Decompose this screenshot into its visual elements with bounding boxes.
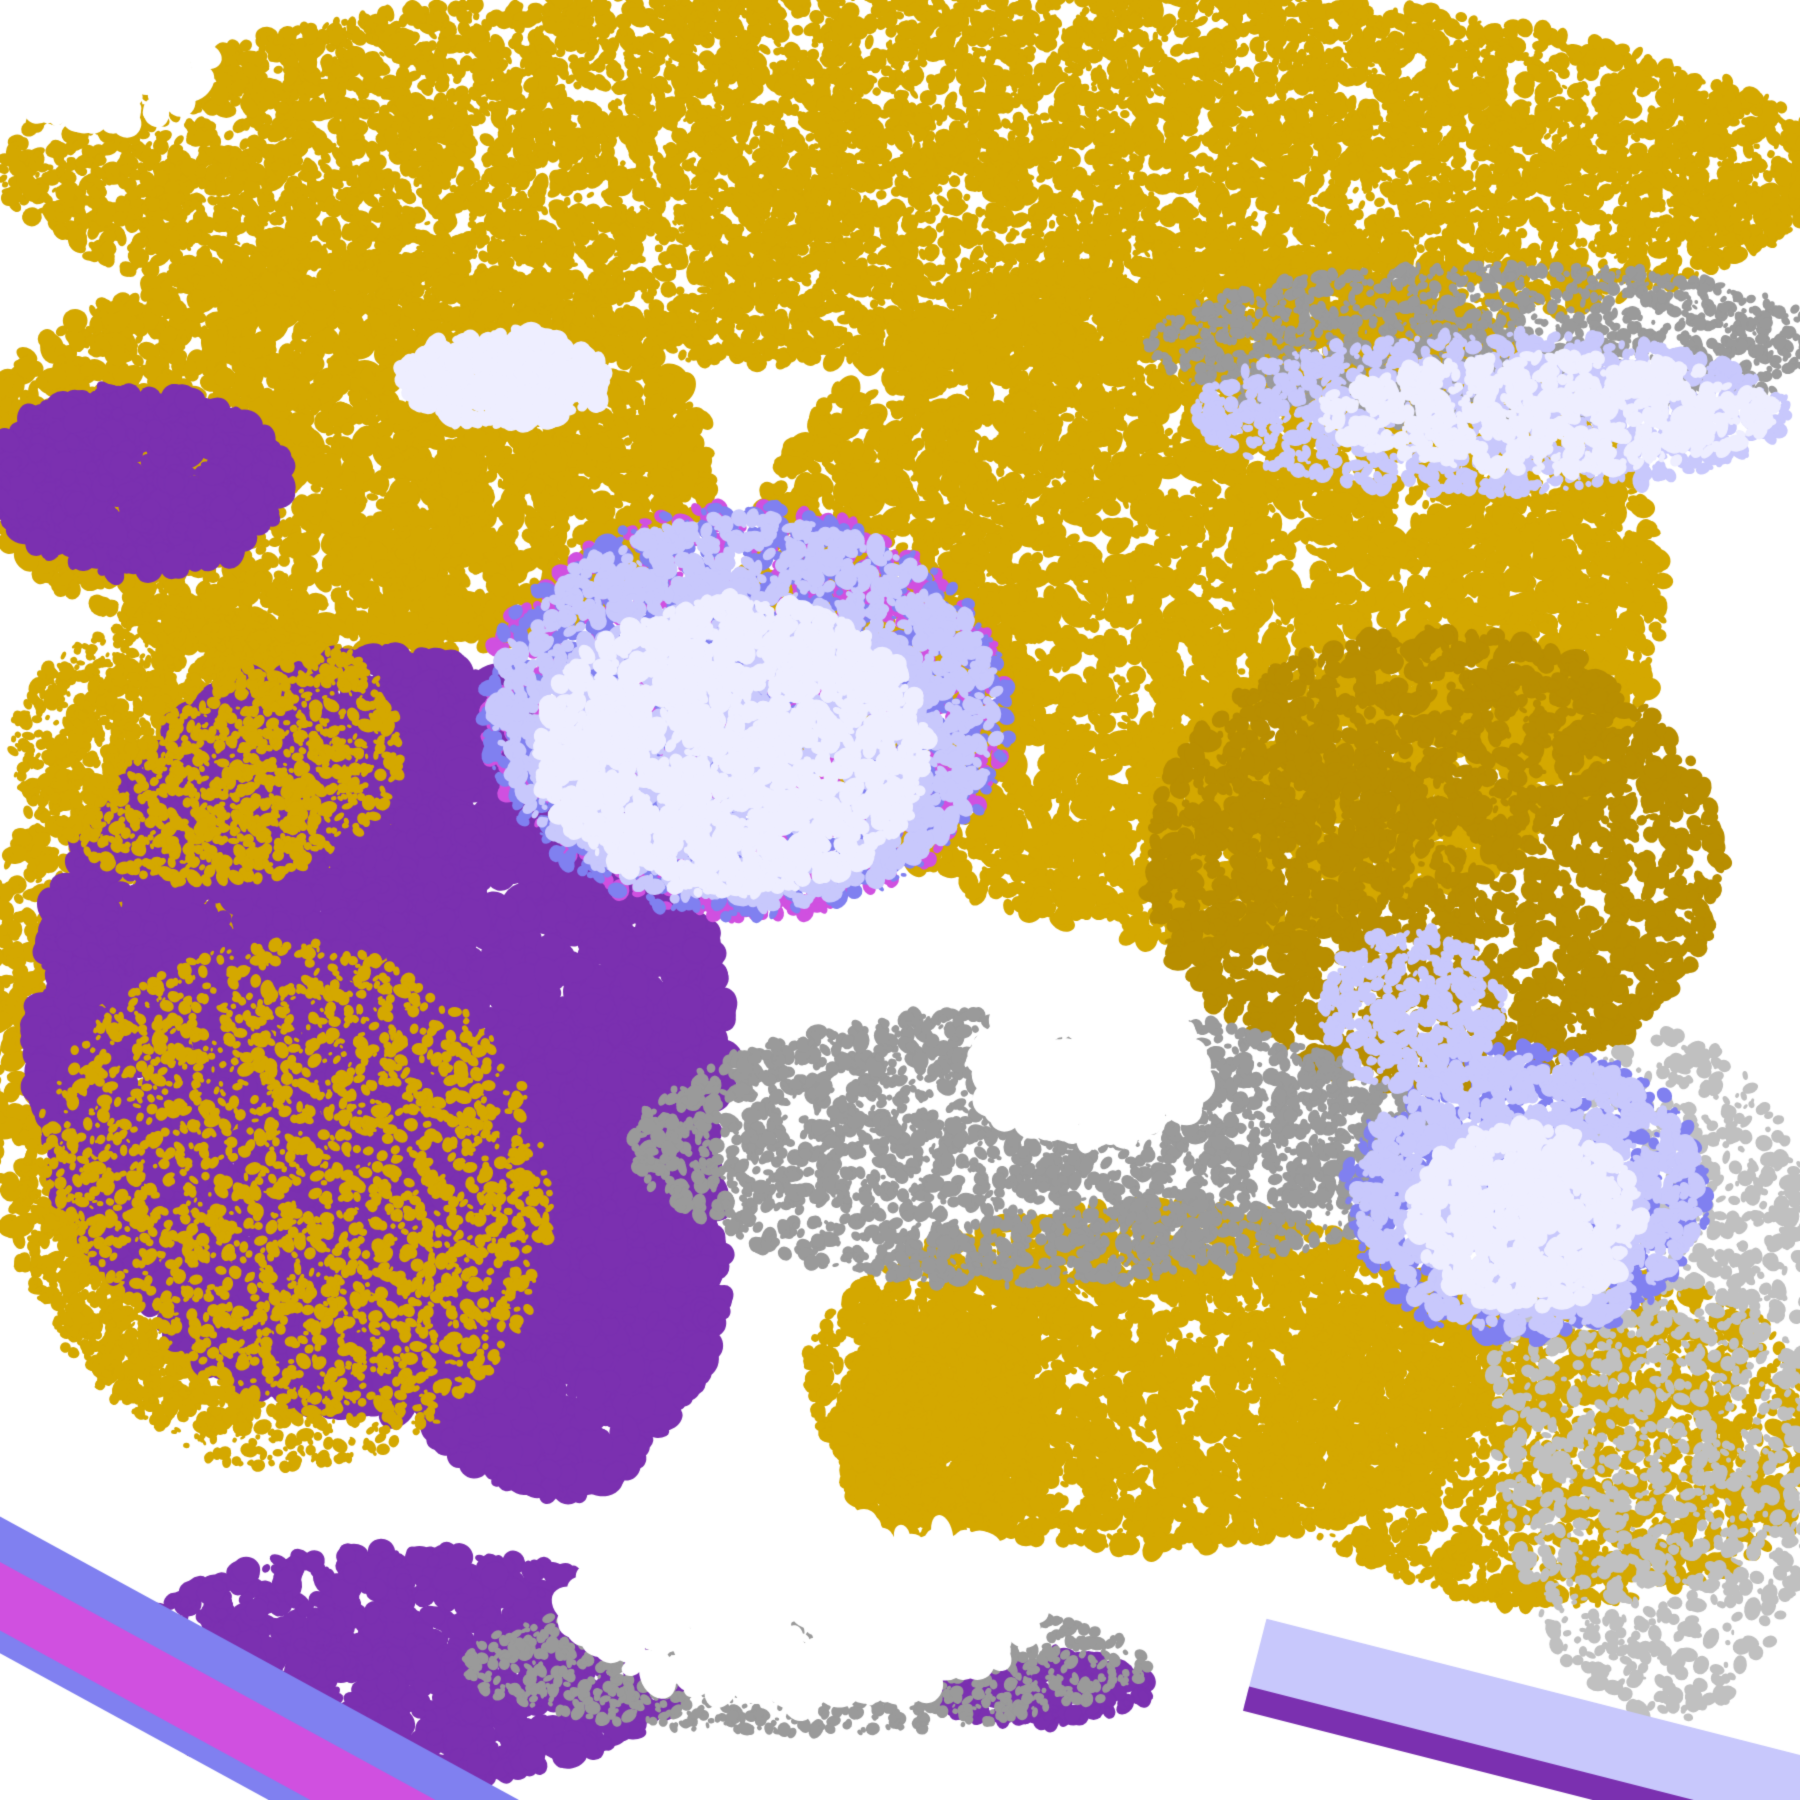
satellite-image [0,0,1800,1800]
cloud-classification-canvas [0,0,1800,1800]
